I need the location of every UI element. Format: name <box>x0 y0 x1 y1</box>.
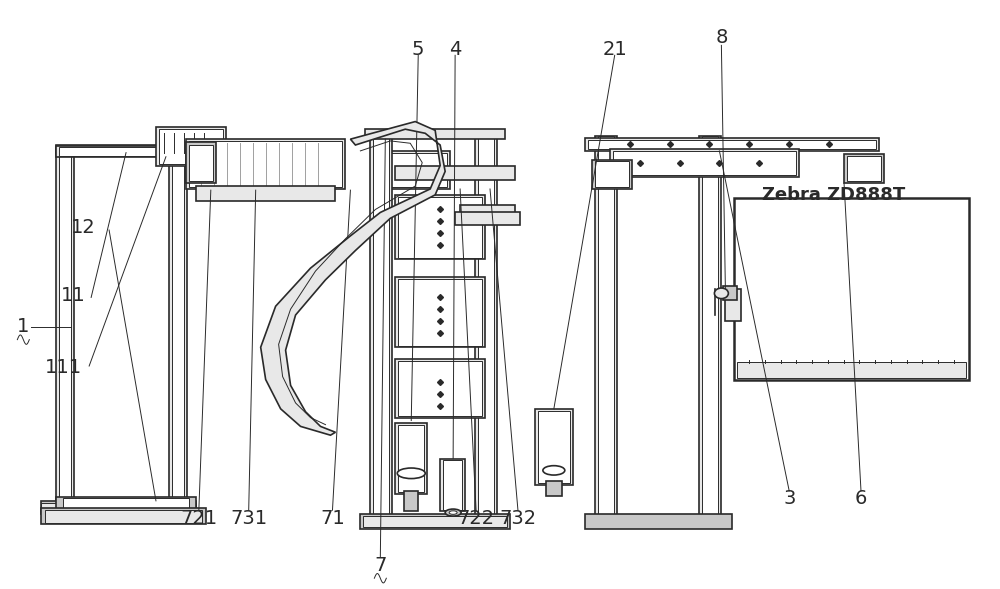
Bar <box>723 286 737 300</box>
Bar <box>398 425 424 492</box>
Ellipse shape <box>714 288 728 299</box>
Bar <box>546 481 562 495</box>
Text: 111: 111 <box>45 358 82 378</box>
Bar <box>370 130 392 517</box>
Bar <box>56 497 196 511</box>
Bar <box>844 154 884 183</box>
Bar <box>610 149 799 177</box>
Bar <box>592 160 632 189</box>
Bar <box>373 130 389 517</box>
Bar <box>186 139 345 189</box>
Bar <box>478 130 494 517</box>
Text: 4: 4 <box>449 40 461 59</box>
Bar <box>363 516 507 527</box>
Text: 71: 71 <box>320 509 345 528</box>
Text: 3: 3 <box>783 489 795 508</box>
Bar <box>475 130 497 517</box>
Bar <box>725 289 741 321</box>
Bar <box>440 459 465 511</box>
Bar <box>595 136 617 517</box>
Bar <box>41 508 206 524</box>
Ellipse shape <box>397 468 425 479</box>
Bar <box>538 411 570 483</box>
Bar <box>395 195 485 259</box>
Bar <box>398 279 482 346</box>
Text: 21: 21 <box>602 40 627 59</box>
Text: 11: 11 <box>61 286 86 305</box>
Bar <box>395 423 427 494</box>
Text: Zebra ZD888T: Zebra ZD888T <box>762 186 906 204</box>
Bar <box>45 509 202 522</box>
Bar <box>598 136 614 517</box>
Bar <box>737 362 966 378</box>
Bar <box>189 141 342 187</box>
Text: 1: 1 <box>17 317 30 336</box>
Bar <box>360 514 510 529</box>
Bar <box>63 498 189 508</box>
Polygon shape <box>261 121 445 435</box>
Bar <box>585 514 732 529</box>
Text: 7: 7 <box>374 556 387 575</box>
Bar <box>56 146 186 153</box>
Bar <box>56 146 191 157</box>
Text: 722: 722 <box>458 509 495 528</box>
Text: 731: 731 <box>230 509 267 528</box>
Bar <box>59 147 188 155</box>
Bar <box>41 502 196 511</box>
Bar <box>172 148 184 511</box>
Bar <box>588 140 876 149</box>
Ellipse shape <box>543 466 565 475</box>
Bar <box>443 461 462 509</box>
Text: 12: 12 <box>71 217 96 237</box>
Bar <box>613 151 796 176</box>
Ellipse shape <box>445 509 461 516</box>
Bar <box>41 501 196 514</box>
Bar <box>702 136 718 517</box>
Text: 721: 721 <box>180 509 217 528</box>
Bar <box>395 359 485 418</box>
Bar <box>159 129 223 164</box>
Text: 8: 8 <box>715 28 728 47</box>
Bar <box>535 409 573 485</box>
Bar <box>734 198 969 379</box>
Bar <box>383 153 447 187</box>
Bar <box>59 148 71 511</box>
Bar <box>395 277 485 348</box>
Bar <box>585 138 879 151</box>
Bar <box>455 213 520 226</box>
Bar <box>56 145 186 154</box>
Bar <box>196 186 335 201</box>
Bar <box>169 148 187 511</box>
Text: 732: 732 <box>499 509 537 528</box>
Bar <box>398 197 482 257</box>
Bar <box>395 166 515 180</box>
Text: 6: 6 <box>855 489 867 508</box>
Text: 5: 5 <box>412 40 424 59</box>
Bar <box>56 148 74 511</box>
Bar <box>186 142 216 183</box>
Ellipse shape <box>449 511 457 514</box>
Bar <box>398 360 482 416</box>
Bar <box>365 128 505 139</box>
Bar <box>847 155 881 181</box>
Bar <box>699 136 721 517</box>
Bar <box>189 145 213 181</box>
Bar <box>595 161 629 187</box>
Bar <box>156 127 226 166</box>
Bar <box>404 491 418 511</box>
Bar <box>460 205 515 216</box>
Bar <box>380 151 450 189</box>
